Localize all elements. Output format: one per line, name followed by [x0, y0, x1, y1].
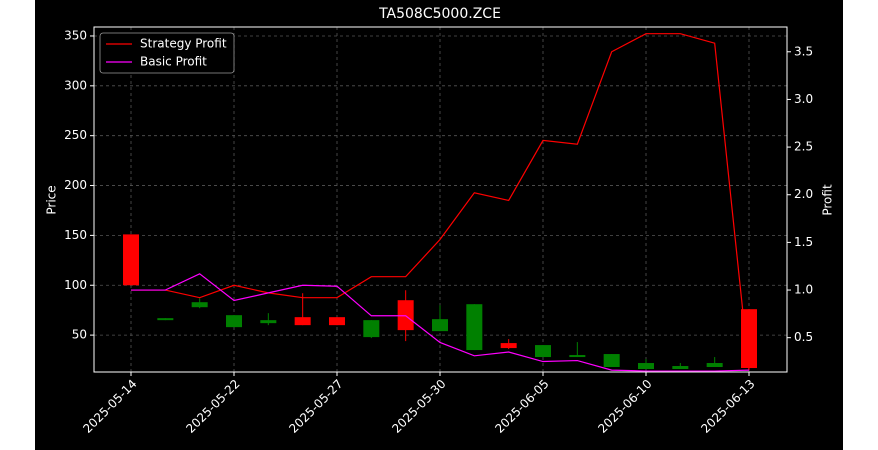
y-tick-label: 150: [64, 228, 87, 242]
candle-body: [569, 355, 586, 358]
y2-tick-label: 1.0: [794, 283, 813, 297]
profit-line: [131, 33, 750, 371]
candle-body: [500, 343, 517, 349]
candle-body: [603, 354, 620, 368]
y-tick-label: 300: [64, 78, 87, 92]
y-tick-label: 200: [64, 178, 87, 192]
legend-box: [99, 32, 235, 74]
y-tick-label: 100: [64, 278, 87, 292]
legend-label: Strategy Profit: [140, 37, 227, 51]
y2-tick-label: 3.0: [794, 92, 813, 106]
y-axis-label: Price: [45, 185, 59, 214]
candle-body: [535, 345, 551, 358]
chart-title: TA508C5000.ZCE: [378, 6, 501, 22]
candle-body: [191, 302, 208, 308]
candle-body: [363, 320, 380, 338]
axes-frame: [93, 26, 788, 373]
y-tick-label: 350: [64, 28, 87, 42]
candle-body: [466, 304, 483, 351]
y2-tick-label: 3.5: [794, 44, 813, 58]
figure-background: [35, 0, 843, 450]
candle-body: [397, 300, 414, 331]
y2-tick-label: 2.0: [794, 187, 813, 201]
y-tick-label: 50: [72, 328, 87, 342]
candle-body: [329, 317, 345, 326]
y2-axis-label: Profit: [821, 184, 835, 216]
candle-body: [226, 315, 242, 328]
candle-body: [741, 309, 757, 369]
y-tick-label: 250: [64, 128, 87, 142]
candle-body: [672, 366, 689, 370]
candle-body: [157, 318, 174, 321]
candle-body: [260, 320, 277, 324]
legend-label: Basic Profit: [140, 55, 207, 69]
candle-body: [638, 363, 654, 370]
candle-body: [123, 234, 139, 286]
profit-line: [131, 273, 750, 372]
y2-tick-label: 2.5: [794, 140, 813, 154]
y2-tick-label: 1.5: [794, 235, 813, 249]
candle-body: [432, 319, 448, 332]
candle-body: [706, 363, 723, 368]
y2-tick-label: 0.5: [794, 330, 813, 344]
candle-body: [294, 317, 311, 326]
